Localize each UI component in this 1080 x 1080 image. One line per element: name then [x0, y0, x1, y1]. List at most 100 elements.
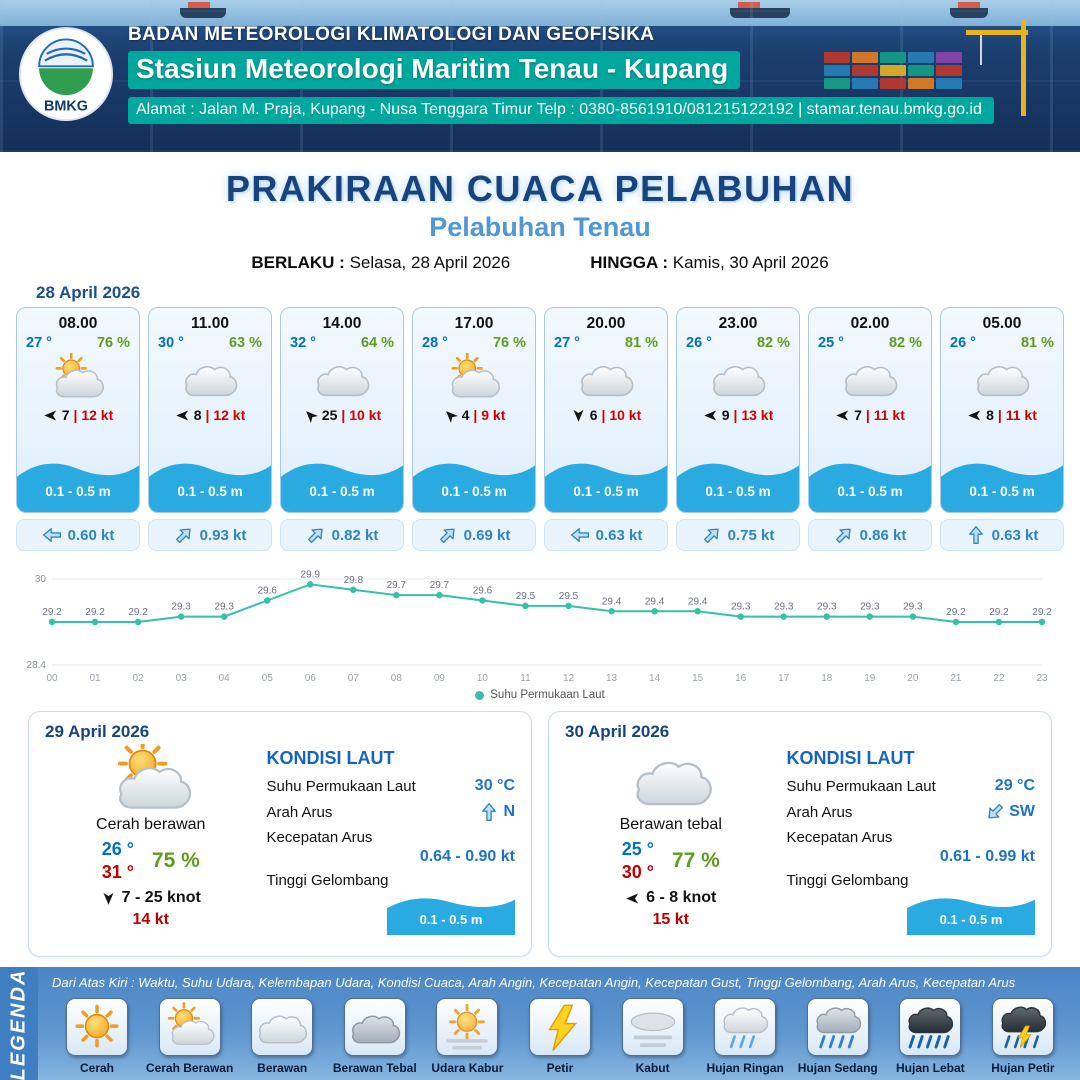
current-speed-label: Kecepatan Arus: [266, 829, 373, 846]
wind-range: 6 - 8 knot: [646, 889, 717, 906]
crane-icon: [966, 20, 1046, 120]
legend-item-udara-kabur: Udara Kabur: [422, 998, 512, 1075]
sea-condition-title: KONDISI LAUT: [266, 748, 395, 768]
light-rain-icon: [714, 998, 777, 1056]
cloud-icon: [251, 998, 314, 1056]
berawan-icon: [809, 353, 931, 405]
wind-gust: | 10 kt: [601, 407, 642, 423]
forecast-card-0800: 08.00 27 ° 76 % 7 | 12 kt 0.1 - 0.5 m 0.60…: [16, 307, 140, 551]
weather-condition: Cerah berawan: [96, 816, 206, 833]
legend-item-petir: Petir: [515, 998, 605, 1075]
berawan-icon: [941, 353, 1063, 405]
svg-text:13: 13: [606, 673, 618, 684]
svg-text:29.2: 29.2: [42, 607, 62, 618]
wave-height: 0.1 - 0.5 m: [837, 484, 903, 499]
moderate-rain-icon: [806, 998, 869, 1056]
wind-speed: 8: [193, 407, 202, 423]
valid-label: BERLAKU :: [251, 253, 345, 272]
time-label: 05.00: [982, 315, 1022, 332]
svg-text:29.7: 29.7: [430, 580, 450, 591]
wind-direction-icon: [836, 410, 849, 420]
port-name: Pelabuhan Tenau: [429, 212, 651, 242]
air-temp: 27 °: [26, 335, 52, 351]
humidity: 75 %: [151, 848, 200, 872]
current-speed-value: 0.64 - 0.90 kt: [419, 848, 515, 865]
day-summary-30-april: 30 April 2026 Berawan tebal 25 ° 30 ° 77…: [548, 711, 1052, 957]
current-direction-icon: [172, 524, 195, 546]
svg-text:29.5: 29.5: [559, 591, 579, 602]
wave-height: 0.1 - 0.5 m: [573, 484, 639, 499]
current-speed: 0.63 kt: [991, 526, 1039, 544]
time-label: 20.00: [586, 315, 626, 332]
berawan-icon: [636, 761, 712, 806]
current-speed: 0.69 kt: [463, 526, 511, 544]
forecast-card-1100: 11.00 30 ° 63 % 8 | 12 kt 0.1 - 0.5 m 0.93…: [148, 307, 272, 551]
wave-band: 0.1 - 0.5 m: [677, 454, 799, 512]
humidity: 76 %: [96, 335, 130, 351]
sst-label: Suhu Permukaan Laut: [786, 777, 936, 795]
cerah-berawan-icon: [413, 353, 535, 405]
svg-text:29.6: 29.6: [473, 586, 493, 597]
until-label: HINGGA :: [590, 253, 668, 272]
wind-direction-icon: [43, 410, 56, 420]
current-direction-icon: [482, 803, 497, 821]
hazy-sun-icon: [436, 998, 499, 1056]
svg-text:09: 09: [434, 673, 446, 684]
current-dir-value: SW: [1009, 803, 1035, 820]
air-temp: 32 °: [290, 335, 316, 351]
svg-text:00: 00: [46, 673, 58, 684]
thick-cloud-icon: [343, 998, 406, 1056]
current-direction-icon: [304, 524, 327, 546]
current-direction-icon: [968, 526, 983, 544]
legend-item-hujan-sedang: Hujan Sedang: [793, 998, 883, 1075]
header: BMKG BADAN METEOROLOGI KLIMATOLOGI DAN G…: [0, 0, 1080, 152]
chart-legend-label: Suhu Permukaan Laut: [490, 689, 605, 701]
current-dir-value: N: [503, 803, 515, 820]
svg-text:18: 18: [821, 673, 833, 684]
sst-label: Suhu Permukaan Laut: [266, 777, 416, 795]
humidity: 63 %: [228, 335, 262, 351]
wind-speed: 4: [461, 407, 470, 423]
wind-gust: | 12 kt: [73, 407, 114, 423]
svg-text:29.4: 29.4: [602, 596, 622, 607]
current-speed-label: Kecepatan Arus: [786, 829, 893, 846]
ship-icon: [180, 2, 226, 18]
air-temp: 25 °: [818, 335, 844, 351]
cerah-berawan-icon: [17, 353, 139, 405]
sea-condition-title: KONDISI LAUT: [786, 748, 915, 768]
wind-direction-icon: [626, 893, 639, 903]
container-stack-icon: [824, 52, 962, 89]
wave-label: Tinggi Gelombang: [786, 872, 909, 889]
svg-text:12: 12: [563, 673, 575, 684]
time-label: 23.00: [718, 315, 758, 332]
svg-text:04: 04: [219, 673, 231, 684]
day-summaries: 29 April 2026 Cerah berawan 26 ° 31 ° 75…: [0, 701, 1080, 957]
forecast-cards-row: 08.00 27 ° 76 % 7 | 12 kt 0.1 - 0.5 m 0.60…: [0, 307, 1080, 551]
temp-min: 25 °: [621, 839, 654, 859]
humidity: 76 %: [492, 335, 526, 351]
svg-text:01: 01: [89, 673, 101, 684]
current-dir-label: Arah Arus: [266, 803, 333, 821]
wave-band: 0.1 - 0.5 m: [545, 454, 667, 512]
humidity: 82 %: [888, 335, 922, 351]
svg-text:29.5: 29.5: [516, 591, 536, 602]
time-label: 08.00: [58, 315, 98, 332]
svg-text:17: 17: [778, 673, 790, 684]
svg-text:29.3: 29.3: [774, 602, 794, 613]
temp-min: 26 °: [101, 839, 134, 859]
day-summary-29-april: 29 April 2026 Cerah berawan 26 ° 31 ° 75…: [28, 711, 532, 957]
wind-direction-icon: [103, 892, 114, 905]
air-temp: 30 °: [158, 335, 184, 351]
wave-height: 0.1 - 0.5 m: [419, 912, 483, 927]
humidity: 82 %: [756, 335, 790, 351]
fog-icon: [621, 998, 684, 1056]
svg-text:29.3: 29.3: [171, 602, 191, 613]
svg-text:29.3: 29.3: [214, 602, 234, 613]
current-speed: 0.75 kt: [727, 526, 775, 544]
wave-height: 0.1 - 0.5 m: [939, 912, 1003, 927]
svg-text:29.2: 29.2: [85, 607, 105, 618]
wind-speed: 6: [589, 407, 598, 423]
svg-text:23: 23: [1036, 673, 1048, 684]
validity-row: BERLAKU : Selasa, 28 April 2026 HINGGA :…: [0, 253, 1080, 273]
